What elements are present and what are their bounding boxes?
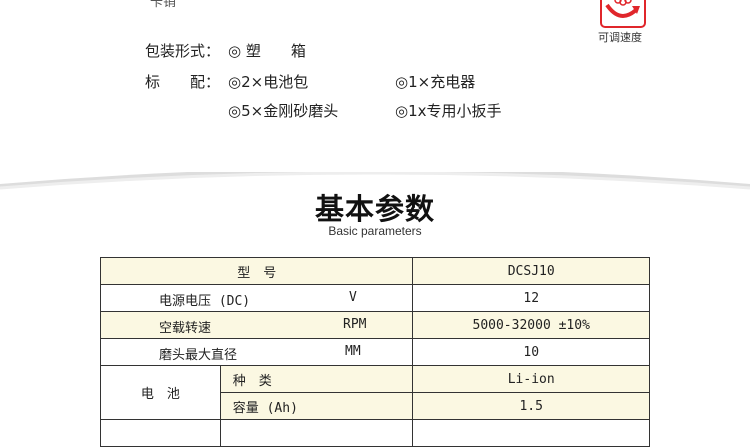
model-value: DCSJ10 [412,257,650,285]
param-label: 种 类 [219,365,414,393]
param-value: 5000-32000 ±10% [412,311,650,339]
standard-item: ◎1×充电器 [395,73,476,91]
param-label: 电源电压 (DC) [159,294,251,309]
standard-label: 标 配： [145,73,221,91]
parameters-table: 型 号 DCSJ10 电源电压 (DC) V 12 空载转速 RPM 5000-… [99,257,650,447]
table-row: 型 号 DCSJ10 [99,257,650,285]
table-row: 电源电压 (DC) V 12 [99,284,650,312]
param-value: Li-ion [412,365,650,393]
param-value: 12 [412,284,650,312]
table-row: 电 池 种 类 Li-ion [100,365,650,420]
packaging-value: ◎ 塑 箱 [228,42,306,60]
param-value: 1.5 [412,392,650,420]
param-unit: MM [345,344,361,359]
standard-item: ◎5×金刚砂磨头 [228,102,339,120]
param-label: 容量 (Ah) [219,392,414,420]
table-row: 容量 (Ah) 1.5 [101,392,650,420]
battery-label: 电 池 [100,365,221,420]
param-label: 空载转速 [159,321,212,336]
cut-off-text: 卡销 [150,0,177,10]
param-value: 10 [412,338,650,366]
param-label: 磨头最大直径 [159,348,238,363]
adjustable-speed-icon [600,0,646,28]
section-subtitle: Basic parameters [328,224,422,238]
table-row: 磨头最大直径 MM 10 [99,338,650,366]
standard-item: ◎1x专用小扳手 [395,102,502,120]
packaging-label: 包装形式： [145,42,221,60]
section-divider-arc [0,172,750,190]
speed-label: 可调速度 [598,31,642,44]
param-unit: V [349,290,357,305]
param-unit: RPM [343,317,367,332]
standard-item: ◎2×电池包 [228,73,309,91]
table-row: 空载转速 RPM 5000-32000 ±10% [99,311,650,339]
section-title: 基本参数 [314,192,435,226]
model-label: 型 号 [99,257,414,285]
